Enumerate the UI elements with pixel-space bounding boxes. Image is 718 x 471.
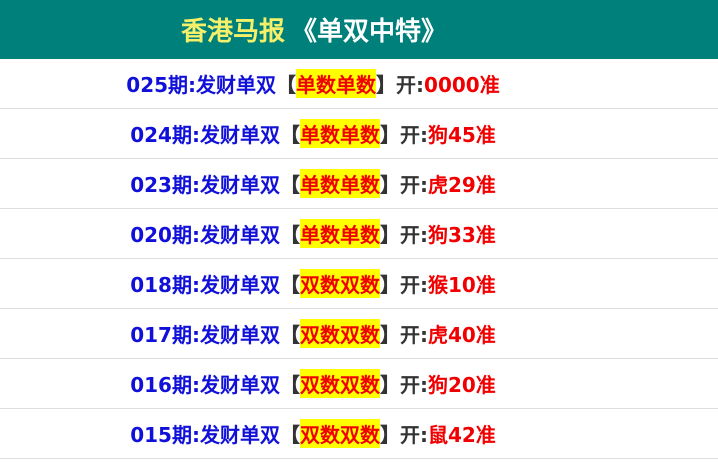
result-value: 狗45准 xyxy=(427,123,496,147)
open-label: 开: xyxy=(399,223,428,247)
list-item: 015期:发财单双【双数双数】开: 鼠42准 xyxy=(0,409,718,459)
open-label: 开: xyxy=(399,373,428,397)
issue-label: 023期:发财单双 xyxy=(130,173,280,197)
list-item: 017期:发财单双【双数双数】开: 虎40准 xyxy=(0,309,718,359)
title-main: 香港马报 xyxy=(180,17,285,47)
bracket-right: 】 xyxy=(376,73,397,97)
list-item: 024期:发财单双【单数单数】开: 狗45准 xyxy=(0,109,718,159)
open-label: 开: xyxy=(399,323,428,347)
bracket-left: 【 xyxy=(279,373,300,397)
issue-label: 025期:发财单双 xyxy=(126,73,277,97)
pick-highlight: 双数双数 xyxy=(299,419,380,448)
result-value: 狗33准 xyxy=(427,223,496,247)
issue-label: 018期:发财单双 xyxy=(130,273,280,297)
bracket-left: 【 xyxy=(279,173,300,197)
list-item: 018期:发财单双【双数双数】开: 猴10准 xyxy=(0,259,718,309)
pick-highlight: 单数单数 xyxy=(299,219,380,248)
result-value: 猴10准 xyxy=(427,273,496,297)
pick-highlight: 单数单数 xyxy=(296,69,377,98)
pick-highlight: 单数单数 xyxy=(299,119,380,148)
bracket-left: 【 xyxy=(279,423,300,447)
list-item: 025期:发财单双【单数单数】开: 0000准 xyxy=(0,59,718,109)
result-value: 鼠42准 xyxy=(427,423,496,447)
open-label: 开: xyxy=(399,423,428,447)
bracket-right: 】 xyxy=(379,273,400,297)
result-value: 狗20准 xyxy=(427,373,496,397)
bracket-left: 【 xyxy=(279,273,300,297)
bracket-right: 】 xyxy=(379,323,400,347)
results-list: 025期:发财单双【单数单数】开: 0000准 024期:发财单双【单数单数】开: 狗… xyxy=(0,59,718,459)
result-value: 0000准 xyxy=(424,73,500,97)
issue-label: 016期:发财单双 xyxy=(130,373,280,397)
bracket-right: 】 xyxy=(379,173,400,197)
bracket-left: 【 xyxy=(279,223,300,247)
result-value: 虎40准 xyxy=(427,323,496,347)
issue-label: 024期:发财单双 xyxy=(130,123,280,147)
bracket-right: 】 xyxy=(379,423,400,447)
bracket-left: 【 xyxy=(276,73,297,97)
list-item: 020期:发财单双【单数单数】开: 狗33准 xyxy=(0,209,718,259)
bracket-left: 【 xyxy=(279,323,300,347)
open-label: 开: xyxy=(399,173,428,197)
bracket-left: 【 xyxy=(279,123,300,147)
result-value: 虎29准 xyxy=(427,173,496,197)
page-header: 香港马报 《单双中特》 xyxy=(0,0,718,59)
pick-highlight: 双数双数 xyxy=(299,319,380,348)
bracket-right: 】 xyxy=(379,123,400,147)
pick-highlight: 双数双数 xyxy=(299,369,380,398)
bracket-right: 】 xyxy=(379,223,400,247)
list-item: 023期:发财单双【单数单数】开: 虎29准 xyxy=(0,159,718,209)
pick-highlight: 单数单数 xyxy=(299,169,380,198)
bracket-right: 】 xyxy=(379,373,400,397)
issue-label: 017期:发财单双 xyxy=(130,323,280,347)
open-label: 开: xyxy=(399,123,428,147)
issue-label: 020期:发财单双 xyxy=(130,223,280,247)
open-label: 开: xyxy=(396,73,425,97)
list-item: 016期:发财单双【双数双数】开: 狗20准 xyxy=(0,359,718,409)
pick-highlight: 双数双数 xyxy=(299,269,380,298)
open-label: 开: xyxy=(399,273,428,297)
title-sub: 《单双中特》 xyxy=(291,17,448,47)
issue-label: 015期:发财单双 xyxy=(130,423,280,447)
